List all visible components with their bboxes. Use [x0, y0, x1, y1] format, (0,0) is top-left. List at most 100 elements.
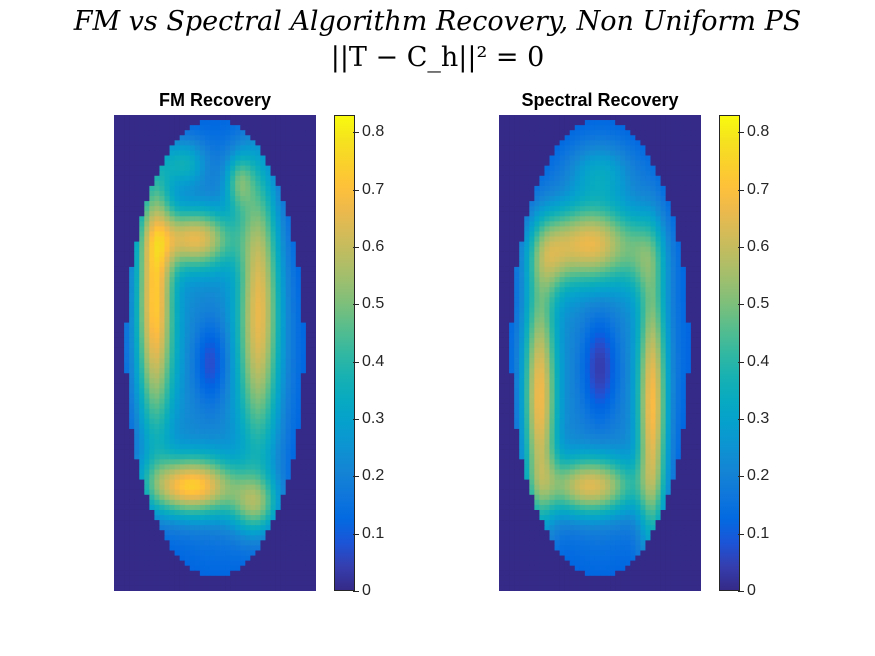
heatmap-cell [270, 130, 276, 136]
heatmap-cell [215, 469, 221, 475]
heatmap-cell [159, 373, 165, 379]
heatmap-cell [660, 211, 667, 217]
heatmap-cell [690, 256, 697, 263]
heatmap-cell [499, 145, 505, 151]
heatmap-cell [670, 160, 677, 167]
heatmap-cell [235, 130, 241, 136]
heatmap-cell [169, 444, 175, 450]
heatmap-cell [164, 413, 170, 420]
heatmap-cell [579, 206, 586, 212]
heatmap-cell [114, 398, 120, 405]
heatmap-cell [149, 565, 155, 572]
heatmap-cell [139, 130, 145, 136]
heatmap-cell [149, 398, 155, 405]
heatmap-cell [569, 246, 576, 253]
heatmap-cell [199, 135, 206, 141]
heatmap-cell [300, 388, 307, 394]
heatmap-cell [179, 190, 186, 197]
heatmap-cell [189, 449, 196, 455]
heatmap-cell [220, 292, 226, 298]
heatmap-cell [220, 418, 226, 425]
heatmap-cell [305, 342, 312, 349]
heatmap-cell [265, 550, 271, 556]
heatmap-cell [265, 474, 271, 480]
heatmap-cell [280, 271, 287, 278]
heatmap-cell [174, 393, 181, 399]
heatmap-cell [159, 165, 165, 172]
heatmap-cell [119, 226, 125, 232]
heatmap-cell [295, 206, 302, 212]
heatmap-cell [265, 499, 271, 506]
heatmap-cell [250, 307, 256, 313]
heatmap-cell [124, 271, 130, 278]
heatmap-cell [139, 504, 145, 511]
heatmap-cell [260, 353, 266, 359]
heatmap-cell [159, 444, 165, 450]
heatmap-cell [124, 327, 130, 334]
heatmap-cell [610, 120, 616, 126]
heatmap-cell [255, 211, 261, 217]
heatmap-cell [124, 185, 130, 192]
heatmap-cell [174, 211, 181, 217]
heatmap-cell [204, 170, 211, 177]
heatmap-cell [579, 190, 586, 197]
heatmap-cell [119, 378, 125, 384]
heatmap-cell [290, 246, 297, 253]
heatmap-cell [645, 135, 651, 141]
heatmap-cell [275, 251, 282, 258]
heatmap-cell [539, 160, 545, 167]
heatmap-cell [250, 130, 256, 136]
heatmap-cell [204, 231, 211, 237]
heatmap-cell [300, 337, 307, 344]
heatmap-cell [670, 145, 677, 151]
heatmap-cell [300, 246, 307, 253]
heatmap-cell [499, 115, 505, 121]
heatmap-cell [630, 175, 636, 182]
heatmap-cell [615, 140, 621, 146]
heatmap-cell [280, 347, 287, 354]
heatmap-cell [625, 150, 631, 156]
heatmap-cell [310, 216, 316, 222]
heatmap-cell [645, 201, 651, 207]
heatmap-cell [524, 261, 530, 268]
heatmap-cell [255, 550, 261, 556]
heatmap-cell [169, 439, 175, 445]
heatmap-cell [114, 251, 120, 258]
heatmap-cell [260, 520, 266, 526]
heatmap-cell [690, 211, 697, 217]
heatmap-cell [310, 393, 316, 399]
heatmap-cell [544, 221, 550, 227]
heatmap-cell [514, 231, 520, 237]
heatmap-cell [504, 256, 510, 263]
heatmap-cell [204, 251, 211, 258]
heatmap-cell [164, 464, 170, 470]
heatmap-cell [225, 550, 231, 556]
heatmap-cell [209, 155, 216, 161]
heatmap-cell [579, 140, 586, 146]
heatmap-cell [270, 180, 276, 187]
heatmap-cell [285, 342, 292, 349]
heatmap-cell [675, 140, 682, 146]
heatmap-cell [675, 160, 682, 167]
heatmap-cell [290, 145, 297, 151]
heatmap-cell [199, 246, 206, 253]
heatmap-cell [209, 170, 216, 177]
heatmap-cell [589, 160, 596, 167]
heatmap-cell [635, 190, 641, 197]
heatmap-cell [164, 509, 170, 516]
heatmap-cell [164, 353, 170, 359]
heatmap-cell [119, 165, 125, 172]
heatmap-cell [600, 120, 606, 126]
heatmap-cell [305, 479, 312, 486]
heatmap-cell [665, 236, 672, 242]
heatmap-cell [114, 317, 120, 324]
heatmap-cell [695, 130, 701, 136]
heatmap-cell [144, 327, 150, 334]
heatmap-cell [564, 130, 571, 136]
heatmap-cell [305, 221, 312, 227]
heatmap-cell [514, 246, 520, 253]
heatmap-cell [280, 449, 287, 455]
heatmap-cell [179, 378, 186, 384]
heatmap-cell [270, 499, 276, 506]
heatmap-cell [194, 115, 201, 121]
